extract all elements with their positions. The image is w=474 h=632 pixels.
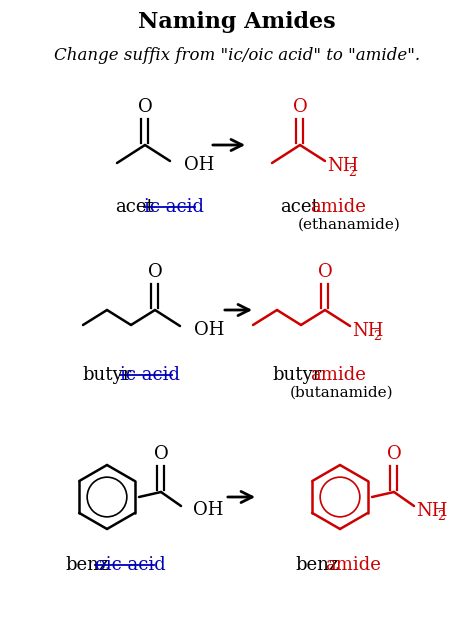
Text: O: O: [137, 98, 152, 116]
Text: (butanamide): (butanamide): [290, 386, 393, 400]
Text: O: O: [292, 98, 307, 116]
Text: amide: amide: [325, 556, 381, 574]
Text: acet: acet: [280, 198, 319, 216]
Text: acet: acet: [115, 198, 154, 216]
Text: ic acid: ic acid: [144, 198, 204, 216]
Text: O: O: [318, 263, 332, 281]
Text: O: O: [147, 263, 163, 281]
Text: O: O: [387, 445, 401, 463]
Text: butyr: butyr: [82, 366, 131, 384]
Text: benz: benz: [295, 556, 338, 574]
Text: butyr: butyr: [272, 366, 321, 384]
Text: 2: 2: [437, 511, 445, 523]
Text: NH: NH: [352, 322, 383, 340]
Text: Naming Amides: Naming Amides: [138, 11, 336, 33]
Text: O: O: [154, 445, 168, 463]
Text: (ethanamide): (ethanamide): [298, 218, 401, 232]
Text: benz: benz: [65, 556, 109, 574]
Text: OH: OH: [194, 321, 224, 339]
Text: amide: amide: [310, 198, 366, 216]
Text: NH: NH: [327, 157, 358, 175]
Text: 2: 2: [373, 331, 381, 344]
Text: amide: amide: [310, 366, 366, 384]
Text: ic acid: ic acid: [120, 366, 180, 384]
Text: NH: NH: [416, 502, 447, 520]
Text: OH: OH: [193, 501, 223, 519]
Text: OH: OH: [184, 156, 214, 174]
Text: oic acid: oic acid: [95, 556, 166, 574]
Text: Change suffix from "ic/oic acid" to "amide".: Change suffix from "ic/oic acid" to "ami…: [54, 47, 420, 63]
Text: 2: 2: [348, 166, 356, 178]
